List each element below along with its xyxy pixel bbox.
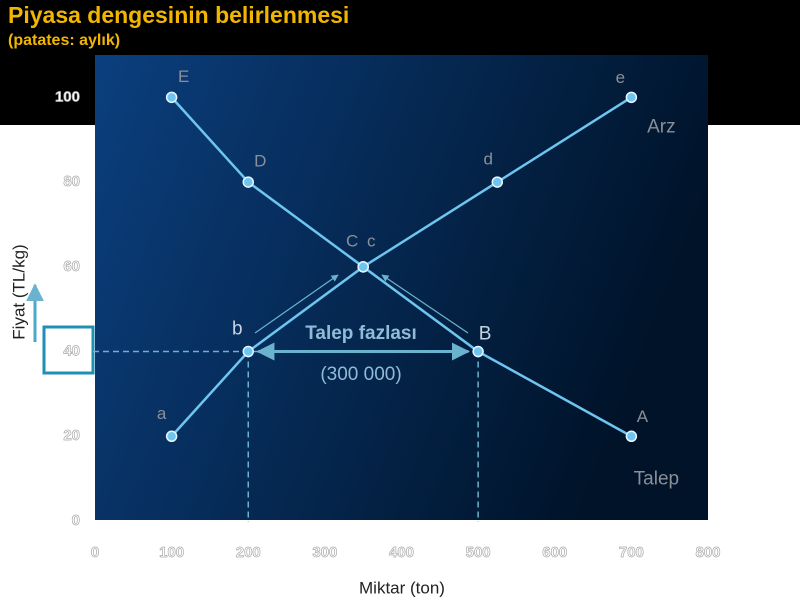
y-tick-label: 40	[63, 343, 80, 360]
point	[242, 176, 254, 188]
point-label: E	[178, 67, 189, 86]
point-label: a	[157, 404, 167, 423]
series-name: Arz	[647, 116, 676, 137]
y-tick-label: 0	[72, 512, 80, 529]
point-label: B	[479, 324, 492, 345]
y-tick-label: 60	[63, 258, 80, 275]
x-tick-label: 200	[236, 544, 261, 561]
x-tick-label: 400	[389, 544, 414, 561]
annotation: Talep fazlası	[305, 323, 417, 344]
point-label: C	[346, 231, 358, 250]
point-label: A	[637, 407, 649, 426]
thin-arrow	[381, 274, 469, 334]
x-tick-label: 100	[159, 544, 184, 561]
point	[165, 430, 178, 443]
y-axis-label: Fiyat (TL/kg)	[9, 244, 28, 339]
series-name: Talep	[634, 468, 679, 489]
x-tick-label: 700	[619, 544, 644, 561]
point	[625, 430, 638, 443]
x-tick-label: 500	[466, 544, 491, 561]
point-label: b	[232, 319, 243, 340]
subtitle: (patates: aylık)	[8, 32, 120, 49]
thin-arrow	[254, 274, 339, 334]
y-tick-label: 80	[63, 173, 80, 190]
point	[491, 176, 504, 188]
x-tick-label: 300	[312, 544, 337, 561]
title: Piyasa dengesinin belirlenmesi	[8, 2, 349, 28]
x-tick-label: 800	[695, 544, 720, 561]
point-label: c	[367, 231, 376, 250]
x-tick-label: 0	[91, 544, 99, 561]
x-axis-label: Miktar (ton)	[359, 578, 445, 597]
y-tick-label: 100	[55, 88, 80, 105]
point-label: d	[484, 150, 493, 169]
point	[242, 345, 254, 358]
point	[625, 91, 638, 104]
point	[472, 345, 484, 358]
point	[357, 261, 369, 273]
point	[165, 91, 178, 104]
annotation: (300 000)	[320, 364, 401, 385]
highlight-box	[42, 325, 95, 375]
point-label: e	[616, 68, 625, 87]
point-label: D	[254, 152, 266, 171]
x-tick-label: 600	[542, 544, 567, 561]
y-tick-label: 20	[63, 427, 80, 444]
